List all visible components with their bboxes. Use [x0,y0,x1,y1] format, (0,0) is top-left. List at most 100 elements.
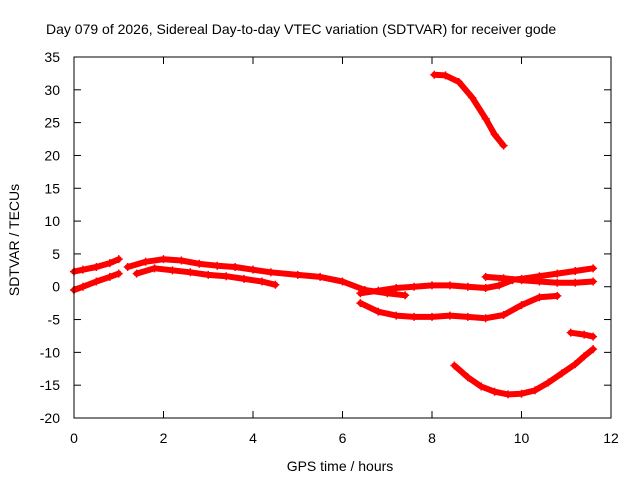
series-track-4 [132,264,280,289]
plot-frame [73,56,612,419]
data-point-marker [445,281,454,290]
data-point-marker [78,265,87,274]
x-axis-label: GPS time / hours [287,458,394,474]
y-tick-label: 25 [44,115,60,131]
y-tick-label: -15 [40,377,60,393]
data-point-marker [553,269,562,278]
y-tick-label: 0 [52,279,60,295]
data-point-marker [392,284,401,293]
y-tick-label: 20 [44,147,60,163]
data-point-marker [271,280,280,289]
data-point-marker [490,130,499,139]
data-point-marker [495,281,504,290]
y-axis-ticks: -20 -15 -10 -5 0 5 10 15 20 25 30 35 [40,49,611,426]
data-point-marker [141,257,150,266]
series-track-5 [356,276,517,298]
data-point-marker [504,390,513,399]
series-track-3 [123,255,410,300]
series-track-9 [430,70,508,150]
data-point-marker [293,270,302,279]
y-tick-label: 10 [44,213,60,229]
data-point-marker [401,291,410,300]
data-point-marker [481,114,490,123]
data-point-marker [150,264,159,273]
data-point-marker [499,274,508,283]
data-point-marker [557,369,566,378]
series-track-7 [481,272,598,287]
data-point-marker [266,268,275,277]
x-tick-label: 0 [70,430,78,446]
data-point-marker [168,266,177,275]
data-point-marker [186,268,195,277]
data-point-marker [535,293,544,302]
x-tick-label: 8 [428,430,436,446]
series-line [357,277,516,297]
data-point-marker [159,255,168,264]
data-point-marker [114,269,123,278]
data-point-marker [468,93,477,102]
data-point-marker [105,259,114,268]
data-point-marker [177,256,186,265]
data-point-marker [463,282,472,291]
series-line [451,346,597,398]
y-tick-label: 30 [44,82,60,98]
series-track-11 [566,328,598,341]
data-point-marker [463,373,472,382]
y-tick-label: 15 [44,180,60,196]
data-point-marker [213,261,222,270]
data-point-marker [316,272,325,281]
data-point-marker [481,272,490,281]
data-point-marker [92,277,101,286]
data-point-marker [428,281,436,290]
data-point-marker [231,263,240,272]
series-line [357,292,561,322]
data-point-marker [204,270,213,279]
data-point-marker [240,274,249,283]
data-point-marker [445,311,454,320]
x-tick-label: 6 [339,430,347,446]
data-point-marker [356,289,365,298]
data-point-marker [374,286,383,295]
series-track-8 [356,291,562,323]
data-point-marker [450,361,459,370]
data-point-marker [517,389,526,398]
data-point-marker [374,307,383,316]
data-point-marker [257,277,266,286]
data-point-marker [517,301,526,310]
data-point-marker [132,269,141,278]
data-point-marker [566,328,575,337]
y-tick-label: -10 [40,344,60,360]
y-tick-label: -20 [40,410,60,426]
data-point-marker [517,276,526,285]
data-point-marker [477,382,486,391]
data-point-marker [481,284,490,293]
data-point-marker [410,312,419,321]
data-point-marker [105,272,114,281]
data-point-marker [580,352,589,361]
data-point-marker [589,264,598,273]
data-point-marker [589,332,598,341]
data-point-marker [499,141,508,150]
data-point-marker [571,360,580,369]
x-tick-label: 2 [160,430,168,446]
series-layer [70,70,598,399]
data-point-marker [410,282,419,291]
data-point-marker [222,272,231,281]
x-tick-label: 4 [249,430,257,446]
data-point-marker [392,311,401,320]
data-point-marker [454,77,463,86]
y-tick-label: -5 [48,312,61,328]
data-point-marker [114,255,123,264]
y-tick-label: 5 [52,246,60,262]
data-point-marker [499,310,508,319]
data-point-marker [589,277,598,286]
data-point-marker [356,299,365,308]
series-track-10 [450,345,598,399]
x-tick-label: 10 [514,430,530,446]
data-point-marker [490,387,499,396]
data-point-marker [544,378,553,387]
data-point-marker [92,263,101,272]
data-point-marker [553,278,562,287]
data-point-marker [195,259,204,268]
